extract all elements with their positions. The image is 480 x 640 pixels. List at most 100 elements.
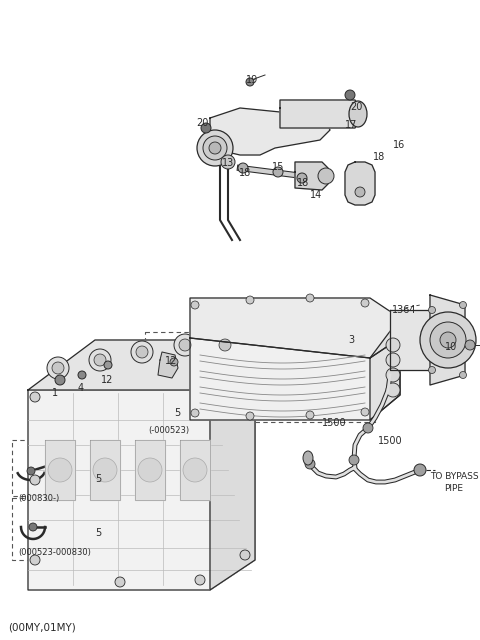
- Circle shape: [29, 523, 37, 531]
- Polygon shape: [28, 360, 255, 590]
- Circle shape: [214, 334, 236, 356]
- Circle shape: [246, 412, 254, 420]
- Text: 20: 20: [196, 118, 208, 128]
- Circle shape: [78, 371, 86, 379]
- Circle shape: [420, 312, 476, 368]
- Text: TO BYPASS: TO BYPASS: [430, 472, 479, 481]
- Circle shape: [238, 163, 248, 173]
- Polygon shape: [190, 338, 400, 420]
- Circle shape: [183, 458, 207, 482]
- Text: 19: 19: [246, 75, 258, 85]
- Circle shape: [89, 349, 111, 371]
- Circle shape: [30, 392, 40, 402]
- Circle shape: [195, 575, 205, 585]
- Circle shape: [179, 339, 191, 351]
- Bar: [12, 440, 150, 496]
- Text: 18: 18: [373, 152, 385, 162]
- Polygon shape: [210, 360, 255, 590]
- Text: 12: 12: [101, 375, 113, 385]
- Ellipse shape: [349, 101, 367, 127]
- Polygon shape: [430, 295, 465, 385]
- Text: 5: 5: [95, 474, 101, 484]
- Circle shape: [94, 354, 106, 366]
- Circle shape: [318, 168, 334, 184]
- Polygon shape: [190, 298, 400, 358]
- Text: 18: 18: [239, 168, 251, 178]
- Circle shape: [459, 301, 467, 308]
- Circle shape: [191, 409, 199, 417]
- Text: 5: 5: [95, 528, 101, 538]
- Circle shape: [297, 173, 307, 183]
- Circle shape: [240, 550, 250, 560]
- Text: 1500: 1500: [378, 436, 403, 446]
- Polygon shape: [180, 440, 210, 500]
- Polygon shape: [90, 440, 120, 500]
- Text: 15: 15: [272, 162, 284, 172]
- Circle shape: [201, 123, 211, 133]
- Text: 20: 20: [350, 102, 362, 112]
- Circle shape: [361, 408, 369, 416]
- Polygon shape: [28, 340, 255, 390]
- Circle shape: [30, 475, 40, 485]
- Circle shape: [306, 294, 314, 302]
- Ellipse shape: [303, 451, 313, 465]
- Text: 13: 13: [222, 158, 234, 168]
- Polygon shape: [158, 352, 178, 378]
- Circle shape: [429, 307, 435, 314]
- Circle shape: [47, 357, 69, 379]
- Circle shape: [52, 362, 64, 374]
- Circle shape: [115, 577, 125, 587]
- Circle shape: [306, 411, 314, 419]
- Polygon shape: [370, 318, 400, 420]
- Text: 1364: 1364: [392, 305, 417, 315]
- Circle shape: [273, 167, 283, 177]
- Bar: [12, 498, 150, 560]
- Text: (000830-): (000830-): [18, 494, 59, 503]
- Circle shape: [429, 367, 435, 374]
- Circle shape: [246, 78, 254, 86]
- Circle shape: [243, 395, 253, 405]
- Circle shape: [459, 371, 467, 378]
- Circle shape: [209, 142, 221, 154]
- Circle shape: [386, 353, 400, 367]
- Circle shape: [48, 458, 72, 482]
- Text: 1500: 1500: [322, 418, 347, 428]
- Polygon shape: [280, 100, 360, 128]
- Polygon shape: [210, 108, 330, 155]
- Circle shape: [30, 555, 40, 565]
- Polygon shape: [45, 440, 75, 500]
- Circle shape: [349, 455, 359, 465]
- Text: 5: 5: [174, 408, 180, 418]
- Text: 14: 14: [310, 190, 322, 200]
- Circle shape: [430, 322, 466, 358]
- Circle shape: [361, 299, 369, 307]
- Text: 18: 18: [297, 178, 309, 188]
- Text: 17: 17: [345, 120, 358, 130]
- Text: 10: 10: [445, 342, 457, 352]
- Circle shape: [219, 339, 231, 351]
- Circle shape: [363, 423, 373, 433]
- Circle shape: [203, 136, 227, 160]
- Circle shape: [174, 334, 196, 356]
- Circle shape: [246, 296, 254, 304]
- Text: 1: 1: [52, 388, 58, 398]
- Circle shape: [197, 130, 233, 166]
- Text: 12: 12: [165, 356, 177, 366]
- Text: 3: 3: [348, 335, 354, 345]
- Circle shape: [414, 464, 426, 476]
- Circle shape: [345, 90, 355, 100]
- Text: 16: 16: [393, 140, 405, 150]
- Circle shape: [170, 358, 178, 366]
- Circle shape: [465, 340, 475, 350]
- Polygon shape: [390, 310, 430, 370]
- Text: (000523-000830): (000523-000830): [18, 548, 91, 557]
- Circle shape: [386, 383, 400, 397]
- Circle shape: [191, 301, 199, 309]
- Polygon shape: [295, 162, 328, 190]
- Circle shape: [93, 458, 117, 482]
- Polygon shape: [345, 162, 375, 205]
- Circle shape: [355, 187, 365, 197]
- Circle shape: [131, 341, 153, 363]
- Bar: [145, 332, 375, 422]
- Circle shape: [55, 375, 65, 385]
